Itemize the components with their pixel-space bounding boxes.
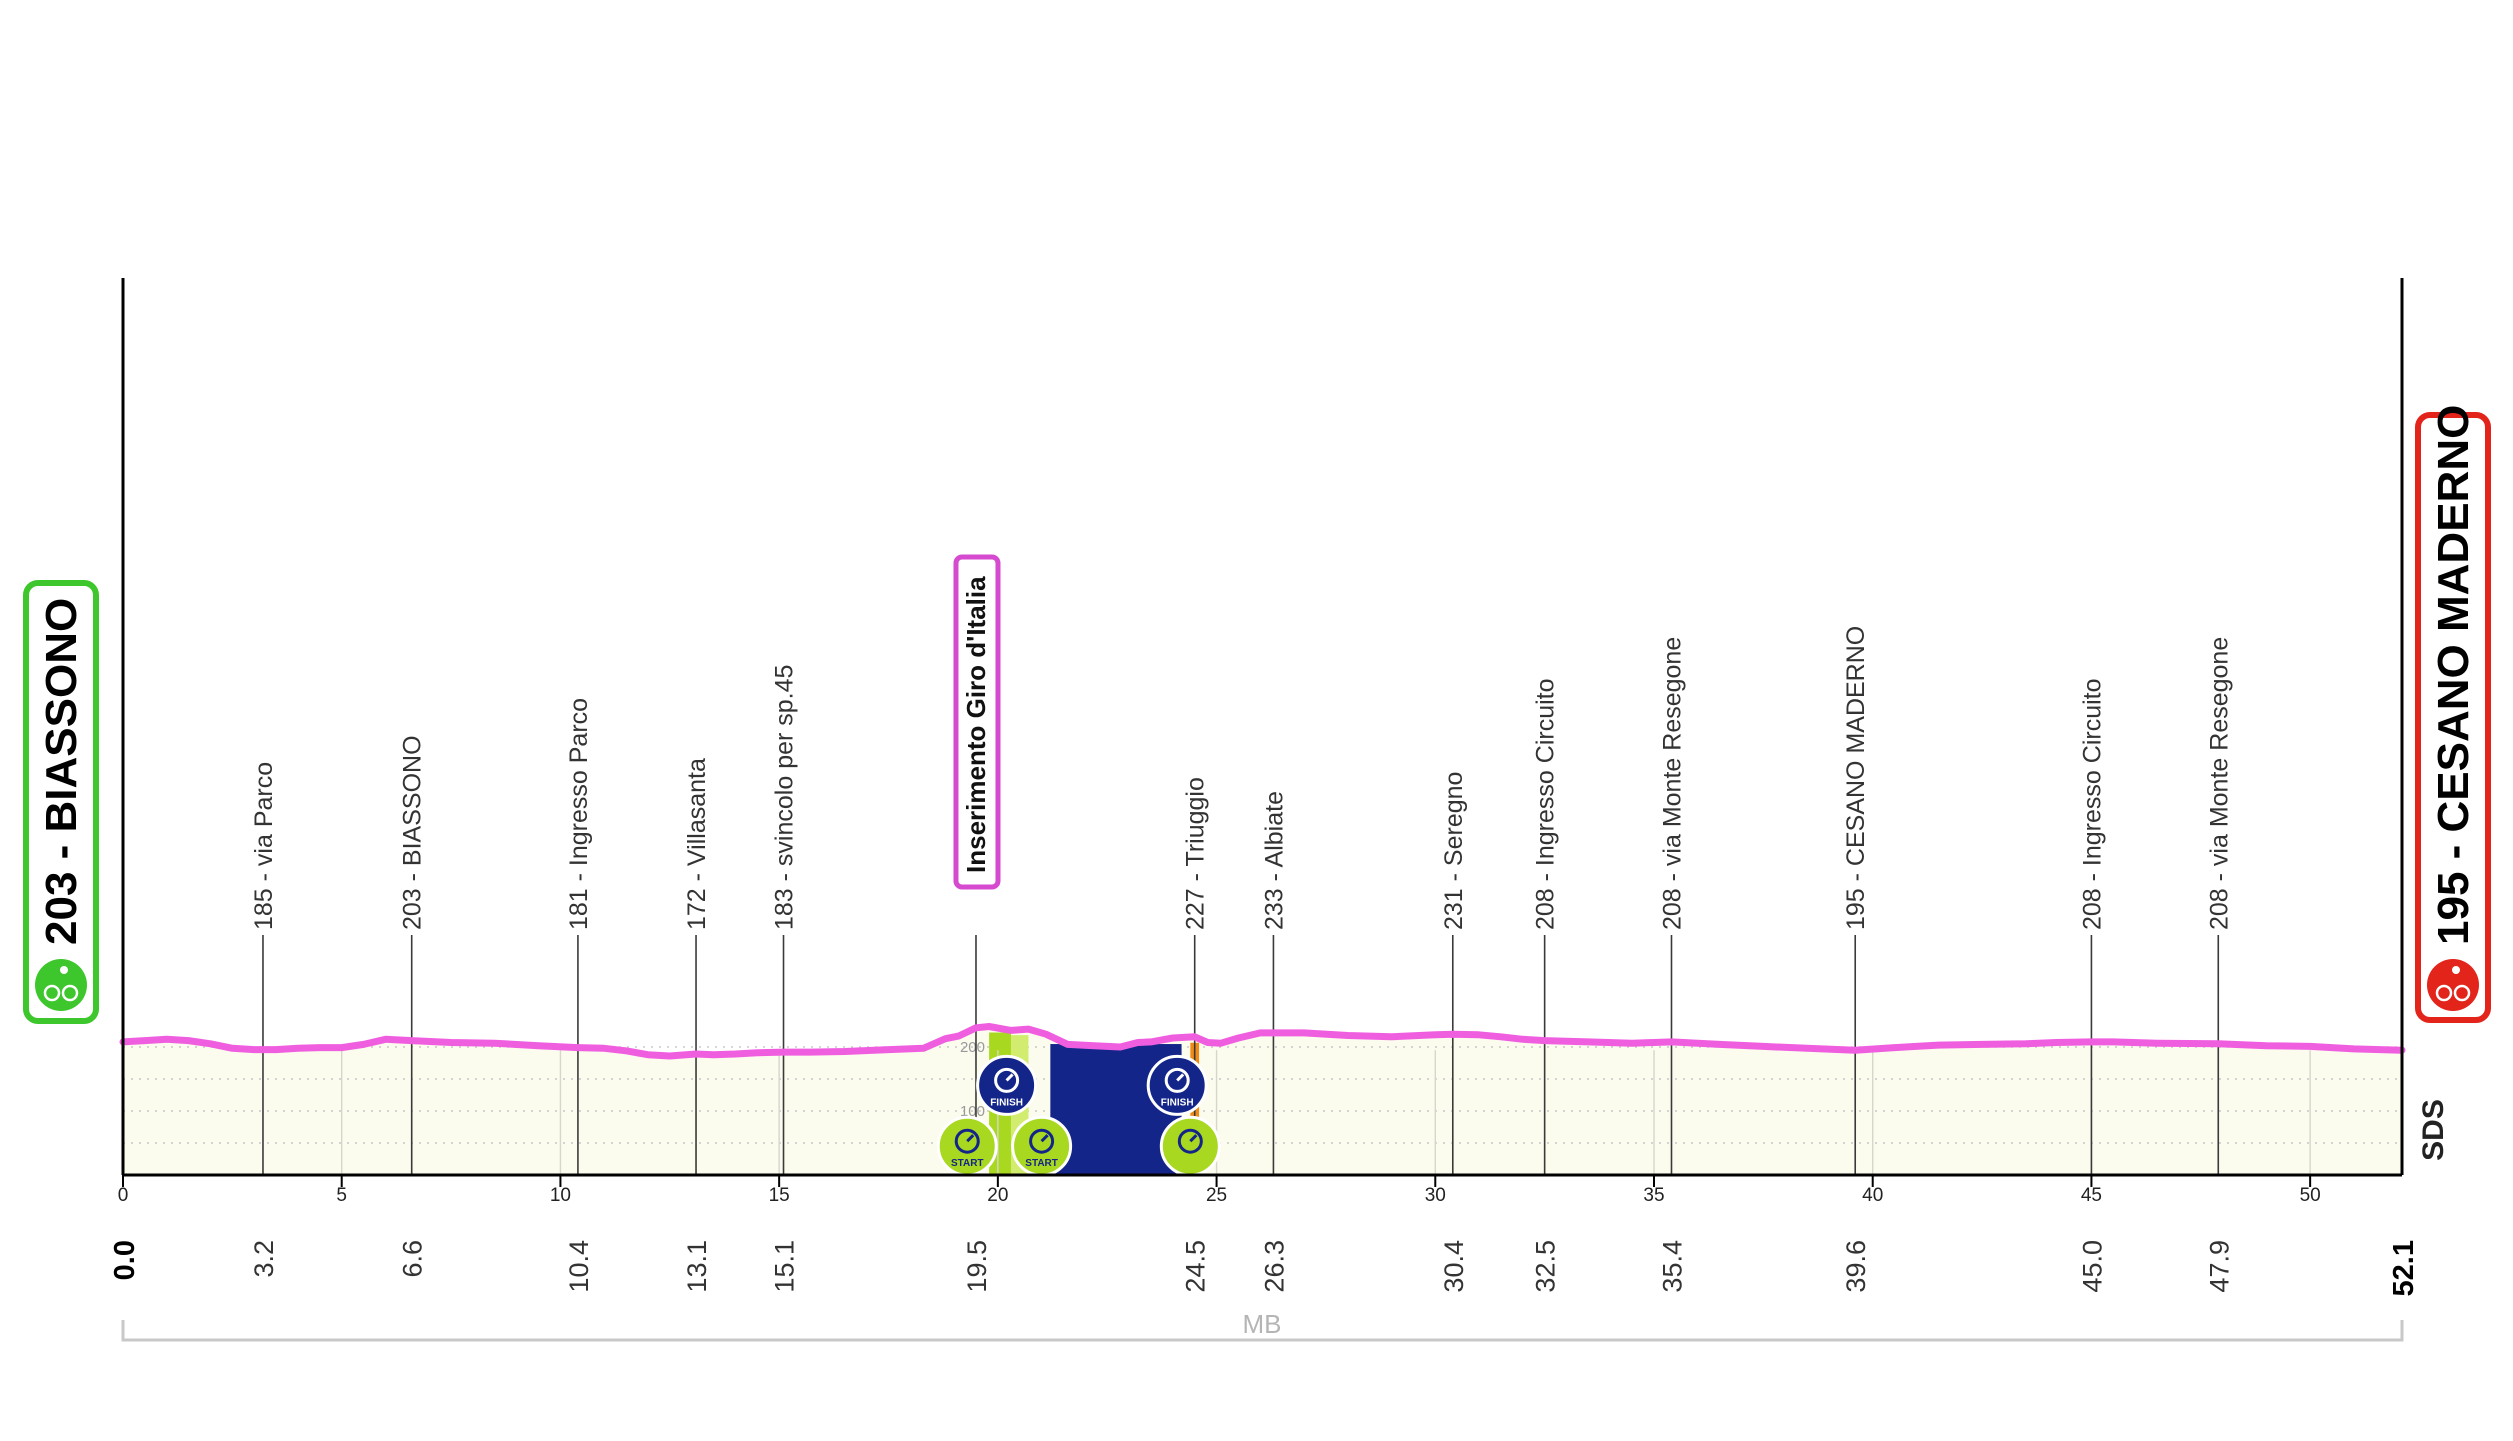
start-altitude: 203 — [37, 872, 86, 945]
timer-flag-icon-glyph — [994, 1067, 1020, 1093]
start-separator: - — [37, 832, 86, 871]
x-tick-label: 5 — [336, 1185, 347, 1206]
waypoint-km-label: 30.4 — [1439, 1240, 1469, 1293]
x-tick-label: 50 — [2300, 1185, 2321, 1206]
sds-watermark: SDS — [2417, 1099, 2450, 1161]
marker-label: START — [951, 1158, 984, 1169]
waypoint-label: 233 - Albiate — [1260, 791, 1288, 930]
waypoint-km-label: 39.6 — [1841, 1240, 1871, 1293]
start-name: BIASSONO — [37, 598, 86, 833]
stopwatch-icon — [1146, 1054, 1208, 1116]
marker-label: FINISH — [1161, 1097, 1194, 1108]
province-label: MB — [1243, 1309, 1282, 1339]
clock-hand — [1005, 1073, 1014, 1082]
start-km-label: 0.0 — [109, 1240, 141, 1280]
waypoint-km-label: 32.5 — [1531, 1240, 1561, 1293]
clock-hand — [1189, 1134, 1198, 1143]
waypoint-km-label: 3.2 — [249, 1240, 279, 1278]
x-tick-label: 40 — [1862, 1185, 1883, 1206]
x-tick-label: 35 — [1643, 1185, 1664, 1206]
rider-head-icon — [2452, 966, 2460, 974]
waypoint-highlight-box — [953, 554, 1001, 890]
x-tick-label: 15 — [769, 1185, 790, 1206]
marker-label: FINISH — [990, 1097, 1023, 1108]
waypoint-label: Inserimento Giro d'Italia — [961, 576, 991, 873]
finish-town-label: 195 - CESANO MADERNO — [2429, 405, 2478, 945]
x-tick-label: 0 — [118, 1185, 129, 1206]
cyclist-icon — [35, 959, 87, 1011]
waypoint-label: 208 - Ingresso Circuito — [2078, 678, 2106, 930]
clock-hand — [1176, 1073, 1185, 1082]
x-tick-label: 10 — [550, 1185, 571, 1206]
waypoint-label: 227 - Triuggio — [1182, 777, 1210, 930]
stopwatch-icon-glyph — [1177, 1128, 1203, 1154]
waypoint-label: 208 - via Monte Resegone — [2205, 637, 2233, 930]
profile-line — [119, 1023, 2406, 1060]
waypoint-km-label: 13.1 — [682, 1240, 712, 1293]
waypoint-km-label: 10.4 — [564, 1240, 594, 1293]
stopwatch-icon — [1159, 1115, 1221, 1177]
finish-altitude: 195 — [2429, 872, 2478, 945]
wheel-icon — [2453, 984, 2471, 1002]
waypoint-label: 172 - Villasanta — [683, 758, 711, 930]
clock-hand — [966, 1134, 975, 1143]
marker-start: START — [936, 1115, 998, 1177]
start-badge — [23, 580, 99, 1024]
finish-separator: - — [2429, 832, 2478, 871]
finish-name: CESANO MADERNO — [2429, 405, 2478, 833]
finish-badge — [2415, 412, 2491, 1023]
waypoint-km-label: 26.3 — [1259, 1240, 1289, 1293]
waypoint-label: 181 - Ingresso Parco — [565, 698, 593, 930]
wheel-icon — [43, 984, 61, 1002]
waypoint-km-label: 6.6 — [398, 1240, 428, 1278]
province-bracket — [121, 1320, 2404, 1342]
waypoint-label: 195 - CESANO MADERNO — [1842, 626, 1870, 930]
waypoint-label: 183 - svincolo per sp.45 — [771, 665, 799, 930]
waypoint-km-label: 19.5 — [962, 1240, 992, 1293]
profile-area — [123, 1026, 2402, 1175]
wheel-icon — [2435, 984, 2453, 1002]
waypoint-km-label: 15.1 — [770, 1240, 800, 1293]
finish-km-label: 52.1 — [2388, 1240, 2420, 1296]
timer-flag-icon-glyph — [954, 1128, 980, 1154]
marker-finish: FINISH — [976, 1054, 1038, 1116]
cyclist-icon — [2427, 959, 2479, 1011]
waypoint-km-label: 35.4 — [1657, 1240, 1687, 1293]
x-tick-label: 25 — [1206, 1185, 1227, 1206]
waypoint-km-label: 24.5 — [1181, 1240, 1211, 1293]
waypoint-label: 185 - via Parco — [250, 762, 278, 930]
marker-intermediate — [1159, 1115, 1221, 1177]
waypoint-label: 203 - BIASSONO — [399, 735, 427, 930]
marker-label: START — [1025, 1158, 1058, 1169]
waypoint-label: 208 - Ingresso Circuito — [1532, 678, 1560, 930]
waypoint-km-label: 45.0 — [2077, 1240, 2107, 1293]
rider-head-icon — [60, 966, 68, 974]
clock-hand — [1040, 1134, 1049, 1143]
timer-flag-icon — [976, 1054, 1038, 1116]
start-town-label: 203 - BIASSONO — [37, 598, 86, 945]
marker-finish: FINISH — [1146, 1054, 1208, 1116]
x-tick-label: 45 — [2081, 1185, 2102, 1206]
marker-start: START — [1011, 1115, 1073, 1177]
wheel-icon — [61, 984, 79, 1002]
stopwatch-icon-glyph — [1164, 1067, 1190, 1093]
waypoint-label: 231 - Seregno — [1440, 772, 1468, 930]
x-tick-label: 30 — [1425, 1185, 1446, 1206]
waypoint-label: 208 - via Monte Resegone — [1658, 637, 1686, 930]
y-tick-label: 200 — [960, 1039, 985, 1056]
x-tick-label: 20 — [987, 1185, 1008, 1206]
waypoint-km-label: 47.9 — [2204, 1240, 2234, 1293]
stopwatch-icon-glyph — [1029, 1128, 1055, 1154]
